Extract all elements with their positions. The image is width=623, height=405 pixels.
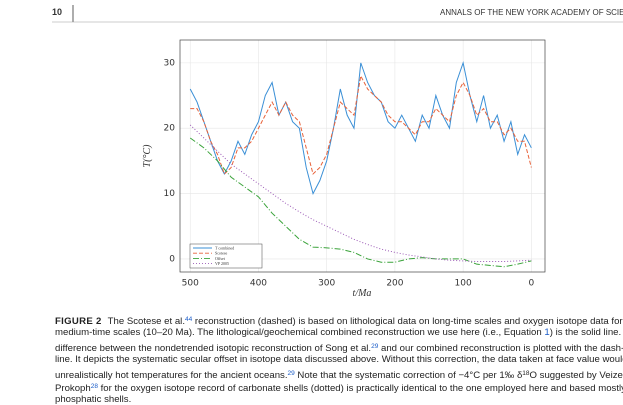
caption-text: phosphatic shells.: [55, 394, 132, 405]
caption-line: medium-time scales (10–20 Ma). The litho…: [55, 326, 623, 339]
caption-text: line. It depicts the systematic secular …: [55, 354, 623, 366]
caption: FIGURE 2 The Scotese et al.44 reconstruct…: [55, 313, 623, 405]
caption-text: The Scotese et al.: [107, 316, 185, 327]
caption-text: for the oxygen isotope record of carbona…: [97, 382, 623, 394]
caption-text: medium-time scales (10–20 Ma). The litho…: [55, 327, 545, 339]
journal-title: ANNALS OF THE NEW YORK ACADEMY OF SCIEN: [440, 8, 623, 17]
x-tick-label: 0: [528, 279, 534, 289]
caption-text: O suggested by Veizer and: [529, 369, 623, 381]
caption-line: difference between the nondetrended isot…: [55, 340, 623, 354]
figure-label: FIGURE 2: [55, 316, 102, 327]
x-tick-label: 100: [455, 279, 472, 289]
reference[interactable]: 29: [371, 342, 379, 350]
caption-line: unrealistically hot temperatures for the…: [55, 367, 623, 381]
caption-text: ) is the solid line. The: [549, 327, 623, 339]
data-line: [189, 124, 532, 263]
reference[interactable]: 28: [90, 382, 98, 390]
data-line: [189, 137, 532, 268]
data-line: [190, 74, 532, 175]
legend-label: Offset: [215, 256, 226, 261]
caption-line: line. It depicts the systematic secular …: [55, 353, 623, 366]
page-number: 10: [52, 7, 62, 17]
caption-line: Prokoph28 for the oxygen isotope record …: [55, 380, 623, 394]
legend-label: Scotese: [215, 251, 227, 256]
caption-text: and our combined reconstruction is plott…: [381, 342, 623, 354]
x-tick-label: 200: [386, 279, 403, 289]
reference[interactable]: 44: [184, 316, 193, 323]
isotope-superscript: 18: [522, 369, 530, 377]
caption-text: unrealistically hot temperatures for the…: [55, 369, 288, 381]
caption-text: Prokoph: [55, 382, 91, 394]
reference[interactable]: 29: [287, 369, 295, 377]
caption-text: difference between the nondetrended isot…: [55, 342, 372, 354]
y-tick-label: 20: [164, 124, 176, 134]
x-axis-label: t/Ma: [353, 288, 372, 299]
caption-text: Note that the systematic correction of −…: [294, 369, 523, 381]
legend-label: T combined: [215, 246, 234, 251]
equation-ref[interactable]: 1: [544, 327, 550, 339]
caption-line: FIGURE 2 The Scotese et al.44 reconstruct…: [55, 313, 623, 327]
legend-label: VP 2005: [215, 261, 229, 266]
x-tick-label: 400: [250, 279, 267, 289]
y-tick-label: 10: [164, 189, 176, 199]
caption-line: phosphatic shells.: [55, 393, 623, 405]
data-line: [189, 61, 532, 195]
plot-frame: [179, 39, 546, 273]
x-tick-label: 500: [182, 279, 199, 289]
y-axis-label: T(°C): [142, 144, 153, 168]
x-tick-label: 300: [318, 279, 335, 289]
caption-text: reconstruction (dashed) is based on lith…: [192, 316, 623, 327]
figure: 10 ANNALS OF THE NEW YORK ACADEMY OF SCI…: [52, 5, 623, 299]
y-tick-label: 0: [169, 254, 175, 264]
y-tick-label: 30: [164, 58, 176, 68]
